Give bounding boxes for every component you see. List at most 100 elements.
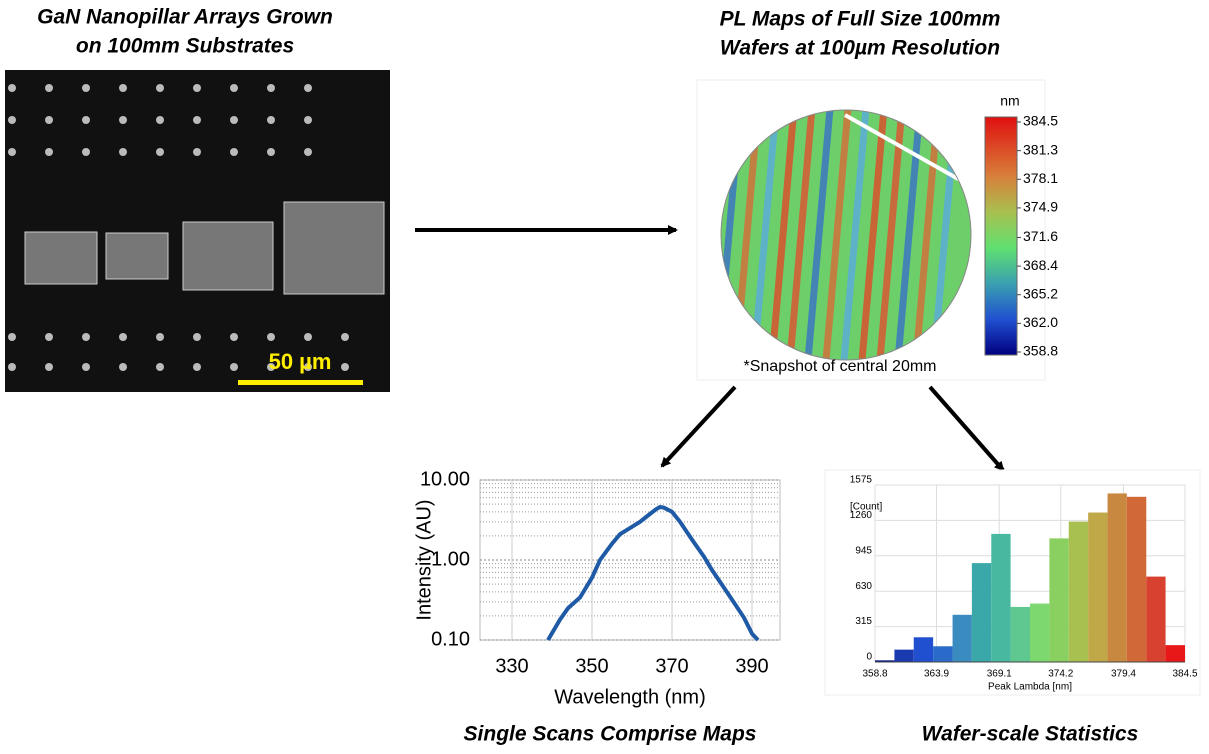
x-tick-label: 363.9 — [924, 669, 949, 680]
colorbar-unit: nm — [1000, 93, 1019, 109]
pillar — [341, 333, 349, 341]
pillar — [82, 363, 90, 371]
y-axis-label: Intensity (AU) — [413, 499, 435, 620]
histogram-bar — [972, 563, 991, 662]
y-tick-label: 1575 — [850, 475, 873, 486]
x-tick-label: 390 — [735, 655, 768, 677]
pillar — [193, 148, 201, 156]
pillar-array — [284, 202, 384, 294]
pillar — [267, 148, 275, 156]
pillar — [193, 363, 201, 371]
pillar — [156, 116, 164, 124]
y-tick-label: 10.00 — [420, 468, 470, 490]
panel-title: GaN Nanopillar Arrays Grown — [37, 6, 333, 29]
histogram-bar — [914, 637, 933, 662]
histogram-bar — [953, 615, 972, 662]
pillar-array — [106, 233, 168, 279]
pillar — [156, 363, 164, 371]
arrow — [662, 387, 735, 466]
histogram-bar — [1069, 522, 1088, 662]
chart-title: Single Scans Comprise Maps — [464, 723, 757, 746]
y-tick-label: 0.10 — [431, 628, 470, 650]
x-tick-label: 370 — [655, 655, 688, 677]
map-note: *Snapshot of central 20mm — [744, 358, 937, 375]
histogram-bar — [1011, 607, 1030, 662]
pillar — [193, 333, 201, 341]
pillar — [119, 363, 127, 371]
x-tick-label: 369.1 — [987, 669, 1012, 680]
y-tick-label: 0 — [866, 652, 872, 663]
x-tick-label: 358.8 — [862, 669, 887, 680]
pillar — [119, 333, 127, 341]
panel-title: on 100mm Substrates — [76, 35, 294, 58]
pillar — [304, 84, 312, 92]
histogram-bar — [894, 650, 913, 662]
pillar — [230, 84, 238, 92]
pillar — [341, 363, 349, 371]
pillar — [8, 84, 16, 92]
y-tick-label: 945 — [855, 545, 872, 556]
colorbar-label: 374.9 — [1023, 199, 1058, 215]
histogram-bar — [1108, 493, 1127, 662]
pillar — [304, 333, 312, 341]
panel-title: Wafers at 100µm Resolution — [720, 37, 1000, 60]
pillar — [193, 84, 201, 92]
panel-title: PL Maps of Full Size 100mm — [720, 8, 1001, 31]
y-tick-label: 630 — [855, 581, 872, 592]
pillar — [82, 116, 90, 124]
figure: 50 µmGaN Nanopillar Arrays Grownon 100mm… — [0, 0, 1209, 754]
pillar — [230, 333, 238, 341]
pillar — [230, 116, 238, 124]
x-tick-label: 330 — [495, 655, 528, 677]
y-tick-label: 315 — [855, 616, 872, 627]
x-axis-label: Wavelength (nm) — [554, 686, 706, 708]
pillar — [267, 333, 275, 341]
pillar — [45, 148, 53, 156]
x-tick-label: 374.2 — [1048, 669, 1073, 680]
pillar — [304, 148, 312, 156]
pillar — [82, 84, 90, 92]
y-axis-label: [Count] — [850, 502, 882, 513]
colorbar — [985, 117, 1017, 355]
pillar — [45, 84, 53, 92]
pillar — [119, 84, 127, 92]
histogram-bar — [991, 534, 1010, 662]
pillar — [45, 116, 53, 124]
colorbar-label: 368.4 — [1023, 257, 1058, 273]
pillar — [45, 363, 53, 371]
x-tick-label: 350 — [575, 655, 608, 677]
pillar — [267, 84, 275, 92]
pillar — [82, 333, 90, 341]
pillar — [230, 148, 238, 156]
colorbar-label: 381.3 — [1023, 141, 1058, 157]
x-tick-label: 384.5 — [1172, 669, 1197, 680]
pillar-array — [25, 232, 97, 284]
pillar — [119, 116, 127, 124]
x-tick-label: 379.4 — [1111, 669, 1136, 680]
histogram-bar — [933, 646, 952, 662]
pillar-array — [183, 222, 273, 290]
colorbar-label: 365.2 — [1023, 285, 1058, 301]
histogram-bar — [1030, 604, 1049, 662]
histogram-bar — [1146, 577, 1165, 662]
pillar — [267, 116, 275, 124]
histogram-bar — [1049, 538, 1068, 662]
histogram-bar — [1127, 497, 1146, 662]
pillar — [82, 148, 90, 156]
x-axis-label: Peak Lambda [nm] — [988, 682, 1072, 693]
chart-title: Wafer-scale Statistics — [922, 723, 1139, 746]
colorbar-label: 358.8 — [1023, 343, 1058, 359]
colorbar-label: 384.5 — [1023, 113, 1058, 129]
pillar — [304, 116, 312, 124]
scale-bar — [238, 380, 363, 385]
histogram-bar — [1166, 645, 1185, 662]
colorbar-label: 362.0 — [1023, 314, 1058, 330]
pillar — [156, 333, 164, 341]
pillar — [8, 116, 16, 124]
colorbar-label: 378.1 — [1023, 170, 1058, 186]
y-tick-label: 1.00 — [431, 548, 470, 570]
pillar — [45, 333, 53, 341]
colorbar-label: 371.6 — [1023, 228, 1058, 244]
pillar — [156, 148, 164, 156]
pillar — [8, 148, 16, 156]
